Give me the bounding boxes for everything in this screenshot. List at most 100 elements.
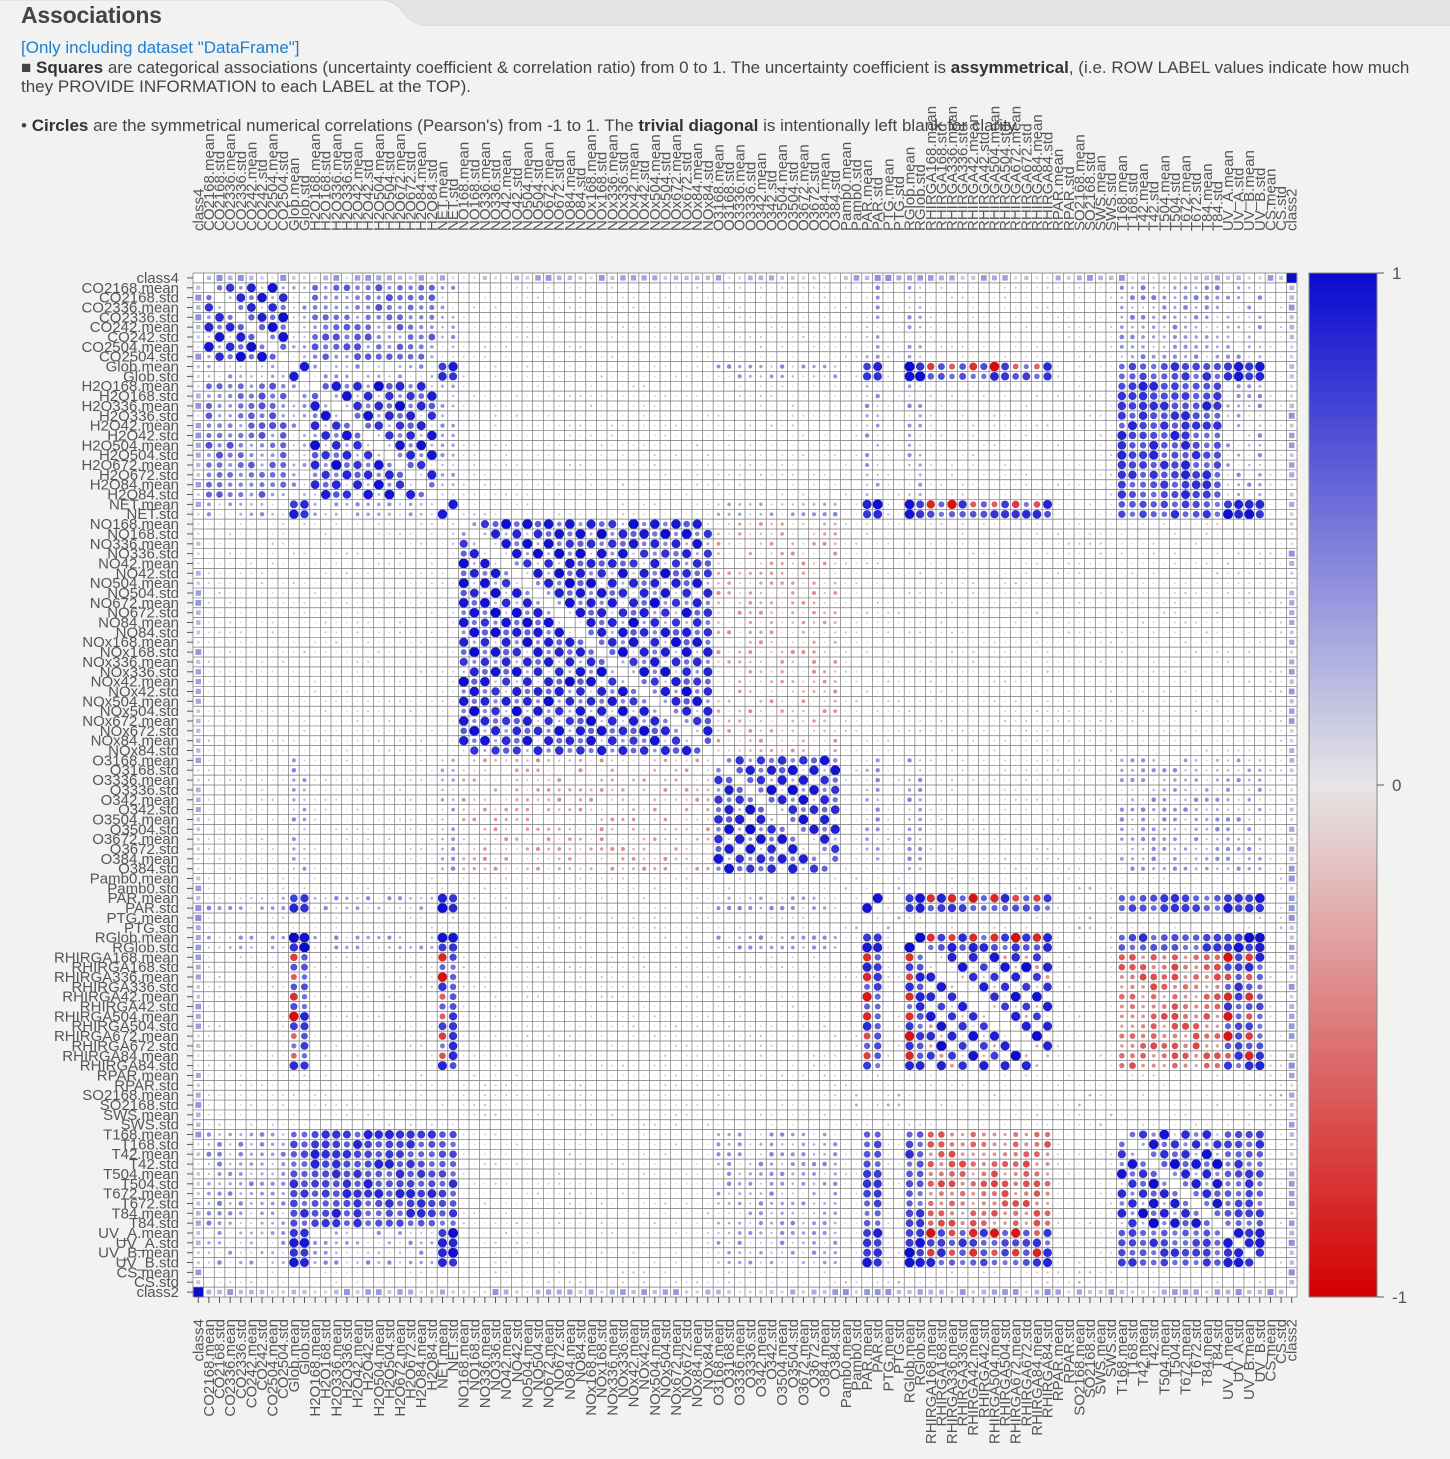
- corr-circle: [409, 375, 412, 378]
- corr-circle: [431, 710, 433, 712]
- corr-circle: [1280, 316, 1282, 319]
- corr-circle: [660, 568, 671, 579]
- corr-circle: [983, 296, 985, 299]
- corr-circle: [238, 442, 244, 448]
- corr-circle: [876, 601, 879, 604]
- assoc-square: [196, 324, 201, 330]
- corr-circle: [494, 464, 497, 466]
- corr-circle: [791, 424, 794, 427]
- corr-circle: [1193, 295, 1199, 301]
- corr-circle: [929, 533, 932, 535]
- corr-circle: [515, 335, 518, 339]
- corr-circle: [1226, 591, 1230, 595]
- corr-circle: [611, 474, 614, 476]
- corr-circle: [537, 385, 539, 388]
- corr-circle: [526, 434, 529, 437]
- corr-circle: [664, 464, 667, 466]
- corr-circle: [993, 690, 996, 693]
- corr-circle: [1163, 533, 1166, 535]
- corr-circle: [791, 660, 795, 664]
- corr-circle: [770, 286, 773, 289]
- corr-circle: [693, 677, 702, 686]
- corr-circle: [929, 592, 932, 594]
- corr-circle: [218, 739, 221, 742]
- corr-circle: [515, 375, 518, 378]
- corr-circle: [780, 551, 784, 556]
- corr-circle: [512, 529, 522, 539]
- corr-circle: [314, 670, 316, 673]
- corr-circle: [342, 430, 352, 441]
- corr-circle: [229, 680, 232, 683]
- corr-circle: [823, 522, 827, 526]
- corr-circle: [738, 650, 742, 654]
- corr-circle: [780, 522, 784, 526]
- corr-circle: [972, 306, 975, 309]
- corr-circle: [462, 483, 465, 486]
- assoc-square: [1289, 423, 1294, 428]
- corr-circle: [1152, 730, 1155, 732]
- corr-circle: [940, 611, 943, 614]
- corr-circle: [334, 354, 339, 359]
- corr-circle: [505, 316, 507, 319]
- corr-circle: [643, 336, 645, 338]
- corr-circle: [990, 510, 999, 519]
- corr-circle: [547, 296, 550, 299]
- assoc-square: [196, 610, 201, 615]
- corr-circle: [738, 364, 742, 369]
- assoc-square: [195, 649, 202, 655]
- corr-circle: [469, 568, 479, 578]
- corr-circle: [482, 570, 488, 576]
- corr-circle: [972, 660, 975, 664]
- corr-circle: [908, 562, 911, 565]
- corr-circle: [544, 677, 554, 687]
- corr-circle: [916, 510, 925, 519]
- corr-circle: [458, 676, 469, 687]
- corr-circle: [501, 539, 511, 549]
- corr-circle: [1205, 611, 1208, 614]
- corr-circle: [577, 738, 584, 744]
- corr-circle: [1184, 670, 1187, 673]
- corr-circle: [717, 523, 720, 525]
- corr-circle: [1089, 424, 1091, 427]
- corr-circle: [972, 730, 975, 732]
- corr-circle: [823, 493, 826, 496]
- corr-circle: [1160, 401, 1169, 411]
- corr-circle: [314, 602, 316, 604]
- corr-circle: [682, 568, 691, 578]
- corr-circle: [983, 493, 985, 496]
- corr-circle: [239, 611, 242, 614]
- corr-circle: [929, 523, 932, 526]
- corr-circle: [703, 569, 712, 578]
- corr-circle: [303, 739, 306, 742]
- corr-circle: [961, 316, 964, 319]
- corr-circle: [940, 404, 943, 407]
- corr-circle: [1163, 720, 1166, 722]
- corr-circle: [705, 600, 711, 606]
- corr-circle: [876, 473, 879, 476]
- corr-circle: [481, 629, 489, 636]
- corr-circle: [1259, 592, 1261, 594]
- corr-circle: [643, 404, 646, 407]
- corr-circle: [269, 382, 277, 390]
- corr-circle: [1192, 412, 1200, 420]
- corr-circle: [324, 690, 327, 693]
- corr-circle: [1205, 562, 1208, 565]
- corr-circle: [207, 375, 211, 378]
- corr-circle: [533, 568, 543, 579]
- corr-circle: [1142, 739, 1144, 742]
- corr-circle: [1128, 451, 1137, 459]
- corr-circle: [802, 335, 805, 339]
- corr-circle: [356, 621, 359, 624]
- corr-circle: [471, 599, 478, 606]
- corr-circle: [388, 730, 391, 732]
- corr-circle: [908, 591, 911, 595]
- assoc-square: [1131, 276, 1134, 280]
- corr-circle: [1162, 354, 1167, 359]
- corr-circle: [866, 523, 869, 526]
- corr-circle: [769, 581, 774, 585]
- corr-circle: [940, 326, 943, 328]
- corr-circle: [728, 602, 730, 604]
- corr-circle: [1110, 582, 1113, 584]
- corr-circle: [929, 355, 932, 358]
- corr-circle: [683, 698, 690, 705]
